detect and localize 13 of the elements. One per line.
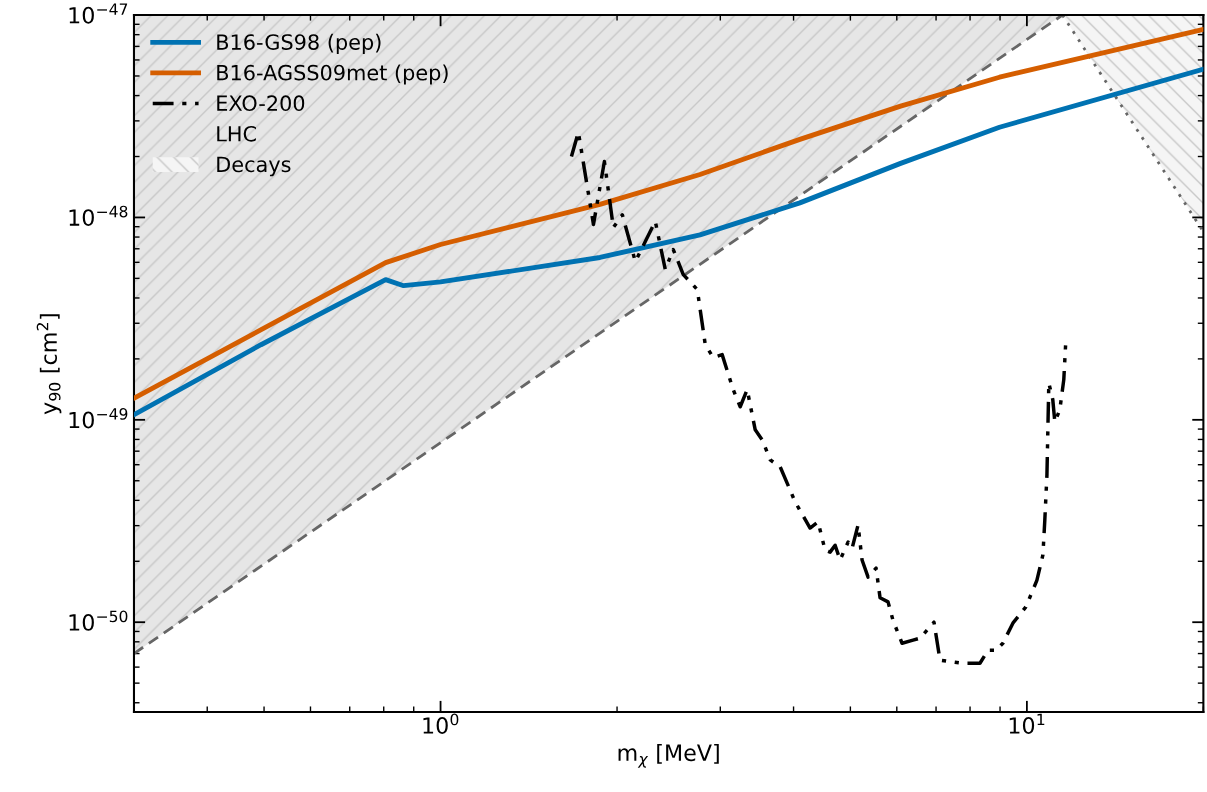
series-label: LHC <box>217 125 256 142</box>
y-tick-label: 10$^{−47}$ <box>69 3 128 24</box>
y-tick-label: 10$^{−50}$ <box>69 610 128 631</box>
legend-label: B16-AGSS09met (pep) <box>217 64 448 85</box>
x-axis-title: m$_{χ}$ [MeV] <box>618 743 719 768</box>
x-tick-label: 10$^{0}$ <box>423 713 459 734</box>
x-tick-label: 10$^{1}$ <box>1009 713 1045 734</box>
legend-label: EXO-200 <box>217 95 305 112</box>
legend-label: Decays <box>217 156 291 177</box>
y-tick-label: 10$^{−49}$ <box>69 408 128 429</box>
y-axis-title: y$_{90}$ [cm$^{2}$] <box>36 314 62 415</box>
legend-label: B16-GS98 (pep) <box>217 33 381 54</box>
y-tick-label: 10$^{−48}$ <box>69 205 128 227</box>
